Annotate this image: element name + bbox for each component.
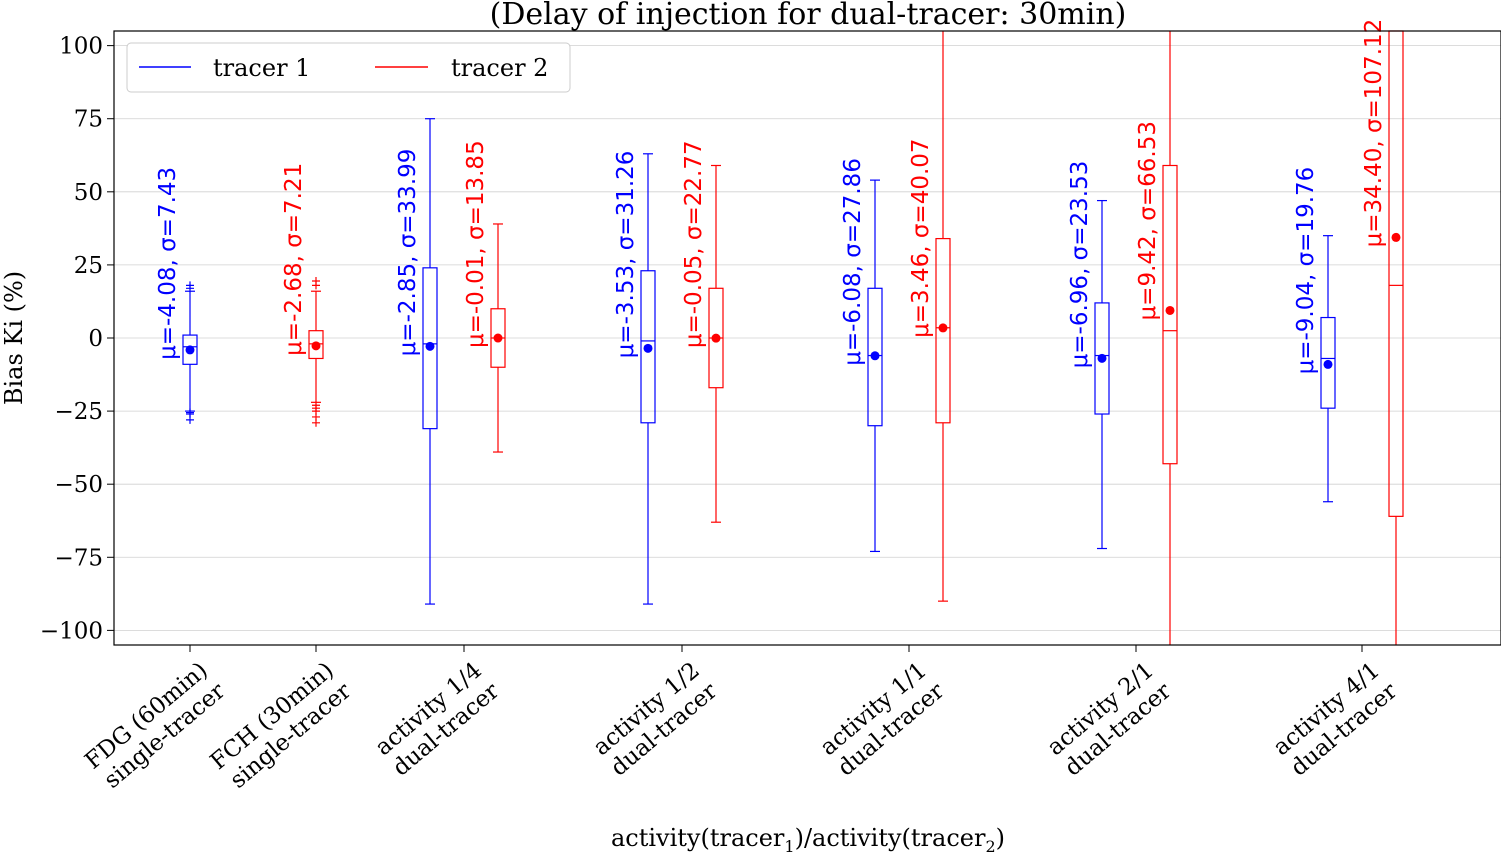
- y-tick-label: −50: [54, 472, 103, 498]
- box-tracer-1-cat-4: [867, 179, 883, 553]
- box-tracer-2-cat-3: [708, 164, 724, 523]
- iqr-box: [1094, 302, 1110, 415]
- y-tick-label: 0: [88, 326, 103, 352]
- box-tracer-2-cat-2: [490, 223, 506, 453]
- y-tick-label: −25: [54, 399, 103, 425]
- iqr-box: [308, 330, 324, 360]
- y-tick-label: 75: [74, 107, 103, 133]
- iqr-box: [182, 334, 198, 365]
- plot-frame: [113, 30, 1501, 646]
- box-tracer-1-cat-5: [1094, 199, 1110, 550]
- iqr-box: [935, 237, 951, 424]
- stat-label: μ=-0.01, σ=13.85: [463, 140, 489, 348]
- mean-marker: [643, 343, 653, 353]
- y-tick-label: 25: [74, 253, 103, 279]
- stat-label: μ=-6.08, σ=27.86: [840, 158, 866, 366]
- box-tracer-1-cat-0: [182, 281, 198, 424]
- box-tracer-2-cat-4: [935, 31, 951, 602]
- stat-label: μ=-2.85, σ=33.99: [395, 149, 421, 357]
- stat-label: μ=-4.08, σ=7.43: [155, 167, 181, 360]
- mean-marker: [1323, 359, 1333, 369]
- outlier-marker: [312, 418, 320, 427]
- stat-label: μ=9.42, σ=66.53: [1135, 121, 1161, 320]
- box-tracer-2-cat-1: [308, 276, 324, 427]
- mean-marker: [425, 341, 435, 351]
- y-tick-label: 50: [74, 180, 103, 206]
- mean-marker: [870, 351, 880, 361]
- x-axis-label-part-1: activity(tracer: [611, 824, 785, 852]
- box-tracer-1-cat-3: [640, 153, 656, 605]
- x-axis-label-subscript-2: 2: [985, 837, 995, 853]
- x-tick-label: FDG (60min)single-tracer: [80, 657, 230, 793]
- legend-label-tracer-2: tracer 2: [451, 54, 548, 82]
- outlier-marker: [186, 415, 194, 424]
- mean-marker: [185, 345, 195, 355]
- y-tick-label: −100: [40, 618, 103, 644]
- legend-label-tracer-1: tracer 1: [213, 54, 310, 82]
- box-tracer-1-cat-2: [422, 118, 438, 605]
- mean-marker: [1391, 232, 1401, 242]
- chart-title: (Delay of injection for dual-tracer: 30m…: [490, 0, 1127, 32]
- x-axis-label-part-3: ): [996, 824, 1005, 852]
- outlier-marker: [186, 281, 194, 290]
- iqr-box: [1320, 316, 1336, 409]
- stat-label: μ=-9.04, σ=19.76: [1293, 167, 1319, 375]
- box-tracer-1-cat-6: [1320, 235, 1336, 503]
- y-axis: 100 75 50 25 0 −25 −50 −75 −100: [40, 34, 114, 644]
- iqr-box: [867, 287, 883, 427]
- outlier-marker: [312, 276, 320, 285]
- outlier-marker: [186, 408, 194, 417]
- mean-marker: [311, 341, 321, 351]
- iqr-box: [1162, 164, 1178, 465]
- mean-marker: [1165, 305, 1175, 315]
- mean-marker: [1097, 353, 1107, 363]
- stat-label: μ=34.40, σ=107.12: [1361, 19, 1387, 248]
- stat-label: μ=-2.68, σ=7.21: [281, 163, 307, 356]
- x-tick-label: FCH (30min)single-tracer: [206, 657, 357, 793]
- x-axis-label: activity(tracer1)/activity(tracer2): [611, 824, 1005, 853]
- legend-frame: [126, 42, 571, 93]
- stat-label: μ=3.46, σ=40.07: [908, 138, 934, 337]
- mean-marker: [938, 323, 948, 333]
- x-axis-label-part-2: )/activity(tracer: [795, 824, 986, 852]
- grid-lines: [114, 45, 1501, 631]
- iqr-box: [640, 270, 656, 424]
- iqr-box: [422, 267, 438, 430]
- legend: tracer 1 tracer 2: [126, 42, 571, 93]
- y-tick-label: −75: [54, 545, 103, 571]
- iqr-box: [1388, 30, 1404, 517]
- stat-label: μ=-3.53, σ=31.26: [613, 151, 639, 359]
- x-axis-label-subscript-1: 1: [784, 837, 794, 853]
- stat-label: μ=-6.96, σ=23.53: [1067, 161, 1093, 369]
- box-tracer-2-cat-5: [1162, 31, 1178, 645]
- mean-marker: [711, 333, 721, 343]
- y-axis-label: Bias Ki (%): [0, 271, 28, 405]
- mean-marker: [493, 333, 503, 343]
- y-tick-label: 100: [59, 34, 103, 60]
- stat-labels: μ=-4.08, σ=7.43 μ=-2.85, σ=33.99 μ=-3.53, …: [155, 19, 1387, 375]
- stat-label: μ=-0.05, σ=22.77: [681, 140, 707, 348]
